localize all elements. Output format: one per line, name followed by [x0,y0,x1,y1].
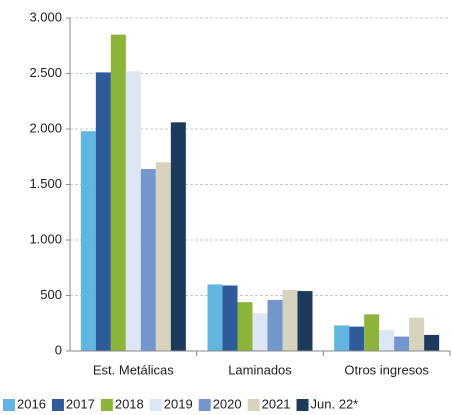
legend-swatch [100,399,113,411]
legend-label: 2020 [213,396,242,411]
legend-swatch [51,399,64,411]
bar [297,291,313,351]
x-tick-label: Est. Metálicas [93,362,174,377]
legend-swatch [149,399,162,411]
bar [364,314,380,351]
bar [125,71,141,351]
bar [80,131,96,351]
bar [110,34,126,352]
bar [267,299,283,351]
legend-label: 2021 [262,396,291,411]
legend-swatch [296,399,309,411]
legend-label: 2018 [115,396,144,411]
y-tick-label: 500 [40,287,62,302]
y-tick-label: 2.500 [29,65,62,80]
bar [409,317,425,351]
bar [207,284,223,351]
bar [282,289,298,351]
bar [155,162,171,351]
bar [379,329,395,351]
y-tick-label: 1.000 [29,231,62,246]
bar [222,285,238,351]
legend-label: Jun. 22* [311,396,359,411]
y-tick-label: 2.000 [29,120,62,135]
bar [394,336,410,351]
bar [237,302,253,351]
x-tick-label: Laminados [228,362,292,377]
legend-label: 2019 [164,396,193,411]
bar [252,313,268,351]
bar [95,72,111,351]
x-tick-label: Otros ingresos [344,362,429,377]
legend-label: 2017 [66,396,95,411]
y-tick-label: 0 [55,342,62,357]
bar [140,168,156,351]
legend-swatch [3,399,15,411]
y-tick-label: 3.000 [29,9,62,24]
legend-swatch [198,399,211,411]
legend-label: 2016 [17,396,46,411]
bar [170,122,186,351]
y-tick-label: 1.500 [29,176,62,191]
bar [424,334,440,351]
bar [334,325,350,351]
bar [349,326,365,351]
legend-swatch [247,399,260,411]
